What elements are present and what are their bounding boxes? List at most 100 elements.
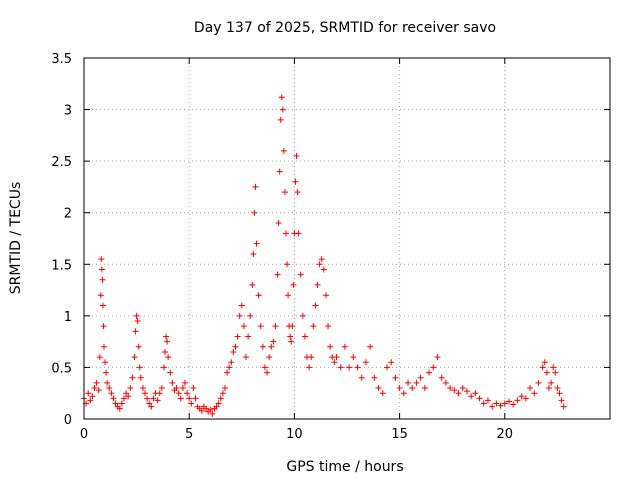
data-point — [209, 410, 216, 417]
data-point — [158, 385, 165, 392]
data-point — [175, 390, 182, 397]
data-point — [249, 281, 256, 288]
data-point — [230, 348, 237, 355]
data-point — [169, 379, 176, 386]
y-tick-label: 0.5 — [51, 361, 72, 376]
data-point — [554, 385, 561, 392]
data-point — [558, 397, 565, 404]
data-point — [192, 395, 199, 402]
data-point — [253, 240, 260, 247]
data-point — [103, 369, 110, 376]
data-point — [129, 374, 136, 381]
y-tick-label: 1.5 — [51, 258, 72, 273]
data-point — [325, 323, 332, 330]
data-point — [306, 364, 313, 371]
data-point — [85, 390, 92, 397]
data-point — [430, 364, 437, 371]
data-point — [87, 397, 94, 404]
data-point — [251, 209, 258, 216]
data-point — [284, 261, 291, 268]
data-point — [413, 379, 420, 386]
data-point — [134, 318, 141, 325]
y-tick-label: 2 — [64, 207, 72, 222]
data-point — [190, 385, 197, 392]
data-point — [341, 343, 348, 350]
data-point — [497, 402, 504, 409]
y-tick-label: 1 — [64, 310, 72, 325]
data-point — [354, 364, 361, 371]
y-axis-label: SRMTID / TECUs — [8, 182, 24, 295]
data-point — [405, 379, 412, 386]
data-point — [137, 374, 144, 381]
y-tick-label: 3.5 — [51, 52, 72, 67]
data-point — [136, 364, 143, 371]
data-point — [112, 400, 119, 407]
data-point — [548, 379, 555, 386]
data-point — [468, 393, 475, 400]
x-axis-label: GPS time / hours — [286, 459, 403, 475]
data-point — [133, 312, 140, 319]
data-point — [541, 359, 548, 366]
x-tick-label: 20 — [497, 427, 514, 442]
data-point — [272, 323, 279, 330]
data-point — [545, 385, 552, 392]
data-point — [106, 385, 113, 392]
data-point — [455, 390, 462, 397]
data-point — [167, 369, 174, 376]
data-point — [331, 359, 338, 366]
data-point — [142, 390, 149, 397]
data-point — [290, 281, 297, 288]
data-point — [99, 302, 106, 309]
data-point — [312, 302, 319, 309]
data-point — [95, 387, 102, 394]
data-point — [318, 256, 325, 263]
data-point — [96, 354, 103, 361]
data-point — [476, 395, 483, 402]
data-point — [518, 393, 525, 400]
data-point — [426, 369, 433, 376]
data-point — [294, 189, 301, 196]
data-point — [97, 292, 104, 299]
data-point — [288, 338, 295, 345]
x-tick-label: 0 — [80, 427, 88, 442]
data-point — [278, 94, 285, 101]
data-point — [123, 390, 130, 397]
data-point — [527, 385, 534, 392]
data-point — [224, 369, 231, 376]
data-point — [240, 323, 247, 330]
data-point — [162, 348, 169, 355]
y-tick-label: 3 — [64, 104, 72, 119]
data-point — [219, 390, 226, 397]
data-point — [186, 395, 193, 402]
data-point — [234, 333, 241, 340]
data-point — [282, 230, 289, 237]
data-point — [320, 266, 327, 273]
data-point — [489, 403, 496, 410]
data-point — [98, 266, 105, 273]
data-point — [314, 281, 321, 288]
data-point — [292, 178, 299, 185]
data-point — [281, 189, 288, 196]
data-point — [163, 333, 170, 340]
data-point — [560, 403, 567, 410]
data-point — [245, 333, 252, 340]
data-point — [301, 333, 308, 340]
data-point — [255, 292, 262, 299]
data-point — [275, 220, 282, 227]
data-point — [132, 328, 139, 335]
data-point — [247, 312, 254, 319]
data-point — [184, 390, 191, 397]
data-point — [148, 403, 155, 410]
data-point — [285, 292, 292, 299]
data-point — [550, 364, 557, 371]
data-point — [447, 385, 454, 392]
data-point — [125, 393, 132, 400]
data-point — [295, 230, 302, 237]
data-point — [250, 250, 257, 257]
data-point — [409, 385, 416, 392]
data-point — [556, 390, 563, 397]
data-point — [367, 343, 374, 350]
data-point — [438, 374, 445, 381]
data-point — [226, 364, 233, 371]
